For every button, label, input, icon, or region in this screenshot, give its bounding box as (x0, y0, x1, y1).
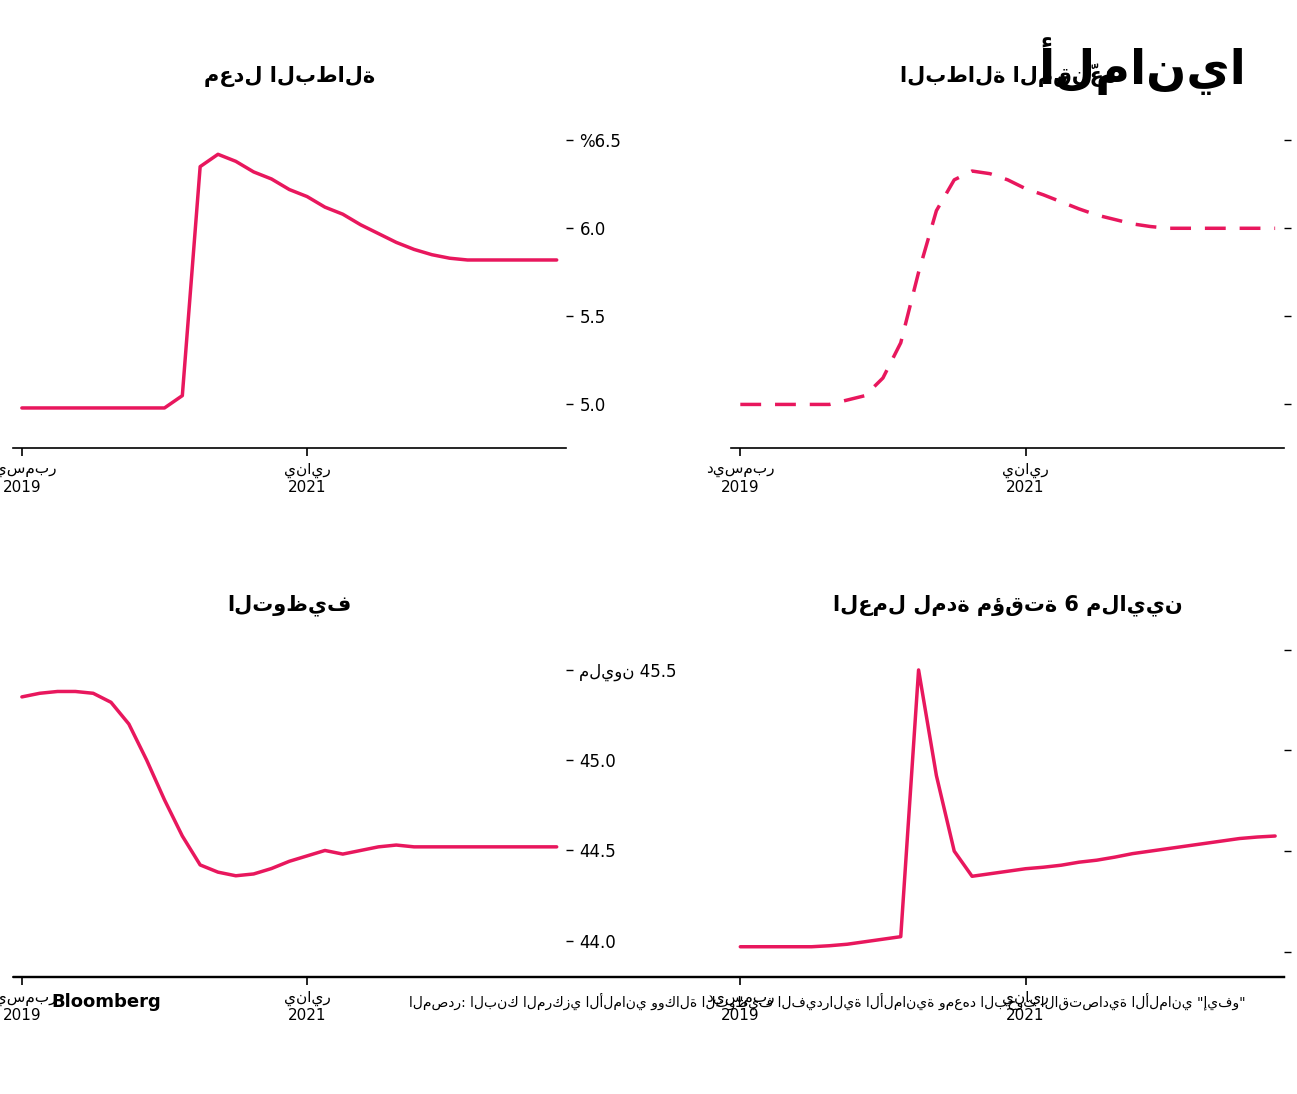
Text: Bloomberg: Bloomberg (51, 993, 161, 1011)
Title: العمل لمدة مؤقتة 6 ملايين: العمل لمدة مؤقتة 6 ملايين (833, 595, 1183, 616)
Title: التوظيف: التوظيف (227, 595, 351, 616)
Text: المصدر: البنك المركزي الألماني ووكالة التوظيف الفيدرالية الألمانية ومعهد البحوث : المصدر: البنك المركزي الألماني ووكالة ال… (410, 993, 1246, 1011)
Text: ألمانيا: ألمانيا (1038, 37, 1246, 95)
Title: معدل البطالة: معدل البطالة (204, 67, 375, 88)
Title: البطالة المقنّعة: البطالة المقنّعة (900, 63, 1115, 88)
